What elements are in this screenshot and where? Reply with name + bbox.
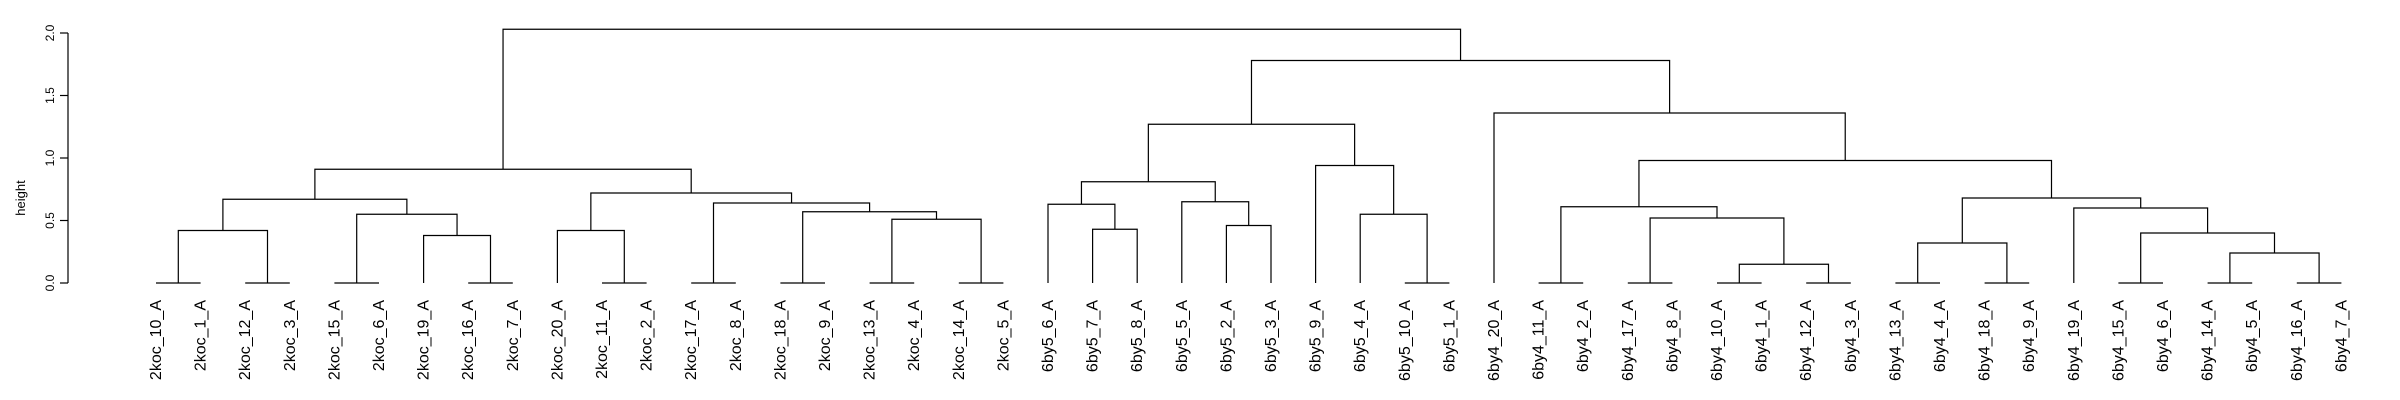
leaf-label: 2koc_15_A bbox=[326, 300, 343, 380]
leaf-label: 2koc_7_A bbox=[505, 300, 522, 371]
leaf-label: 6by4_11_A bbox=[1531, 300, 1548, 380]
leaf-label: 2koc_1_A bbox=[193, 300, 210, 371]
leaf-label: 6by5_1_A bbox=[1441, 300, 1458, 372]
leaf-label: 2koc_8_A bbox=[728, 300, 745, 371]
dendrogram-branch bbox=[1315, 164, 1395, 283]
dendrogram-branch bbox=[1638, 159, 2053, 207]
dendrogram-branch bbox=[802, 211, 938, 283]
leaf-label: 6by4_16_A bbox=[2289, 300, 2306, 381]
leaf-label: 6by4_6_A bbox=[2155, 300, 2172, 372]
leaf-labels: 2koc_10_A 2koc_1_A 2koc_12_A 2koc_3_A 2koc_1… bbox=[148, 300, 2350, 381]
leaf-label: 6by4_1_A bbox=[1754, 300, 1771, 372]
leaf-label: 6by5_4_A bbox=[1352, 300, 1369, 372]
leaf-label: 6by5_8_A bbox=[1129, 300, 1146, 372]
leaf-label: 2koc_2_A bbox=[639, 300, 656, 371]
dendrogram-branch bbox=[222, 198, 408, 231]
leaf-label: 6by4_19_A bbox=[2066, 300, 2083, 381]
leaf-label: 2koc_18_A bbox=[772, 300, 789, 380]
leaf-label: 2koc_10_A bbox=[148, 300, 165, 380]
dendrogram-branch bbox=[1147, 123, 1356, 182]
leaf-label: 6by4_10_A bbox=[1709, 300, 1726, 381]
leaf-label: 2koc_3_A bbox=[282, 300, 299, 371]
dendrogram-branch bbox=[1961, 197, 2142, 243]
dendrogram-branch bbox=[1917, 242, 2008, 283]
dendrogram-branch bbox=[502, 28, 1462, 170]
leaf-label: 6by4_2_A bbox=[1575, 300, 1592, 372]
leaf-label: 2koc_14_A bbox=[951, 300, 968, 380]
leaf-label: 6by5_10_A bbox=[1397, 300, 1414, 381]
leaf-label: 6by4_4_A bbox=[1932, 300, 1949, 372]
leaf-label: 6by5_3_A bbox=[1263, 300, 1280, 372]
leaf-label: 6by5_2_A bbox=[1218, 300, 1235, 372]
leaf-label: 2koc_4_A bbox=[906, 300, 923, 371]
dendrogram-branch bbox=[1080, 181, 1216, 205]
leaf-label: 6by4_9_A bbox=[2021, 300, 2038, 372]
y-tick-label: 2.0 bbox=[43, 24, 57, 41]
leaf-label: 6by4_17_A bbox=[1620, 300, 1637, 381]
y-tick-label: 0.0 bbox=[43, 274, 57, 291]
leaf-label: 6by4_14_A bbox=[2200, 300, 2217, 381]
dendrogram-branch bbox=[590, 192, 793, 231]
leaf-label: 6by5_7_A bbox=[1085, 300, 1102, 372]
y-tick-label: 0.5 bbox=[43, 212, 57, 229]
dendrogram-branch bbox=[1225, 224, 1272, 283]
leaf-label: 6by4_8_A bbox=[1664, 300, 1681, 372]
y-tick-label: 1.0 bbox=[43, 149, 57, 166]
dendrogram-branch bbox=[314, 168, 692, 200]
dendrogram-branch bbox=[177, 229, 269, 283]
leaf-label: 2koc_13_A bbox=[862, 300, 879, 380]
dendrogram-branch bbox=[891, 218, 982, 283]
leaf-label: 2koc_11_A bbox=[594, 300, 611, 379]
dendrogram-branch bbox=[712, 202, 871, 283]
leaf-label: 6by4_12_A bbox=[1798, 300, 1815, 381]
leaf-label: 6by4_3_A bbox=[1843, 300, 1860, 372]
y-axis: 0.0 0.5 1.0 1.5 2.0 bbox=[43, 24, 69, 291]
dendrogram-branches bbox=[156, 28, 2342, 284]
dendrogram-branch bbox=[2140, 232, 2276, 283]
leaf-label: 2koc_5_A bbox=[995, 300, 1012, 371]
dendrogram-branch bbox=[2229, 252, 2320, 283]
dendrogram-branch bbox=[356, 213, 458, 283]
dendrogram-branch bbox=[1359, 213, 1428, 283]
dendrogram-branch bbox=[423, 234, 492, 283]
y-tick-label: 1.5 bbox=[43, 87, 57, 104]
dendrogram-branch bbox=[1181, 201, 1250, 283]
leaf-label: 2koc_20_A bbox=[549, 300, 566, 380]
leaf-label: 6by4_7_A bbox=[2333, 300, 2350, 372]
dendrogram-branch bbox=[1092, 228, 1138, 283]
leaf-label: 6by5_9_A bbox=[1308, 300, 1325, 372]
dendrogram-branch bbox=[1649, 217, 1785, 283]
leaf-label: 6by5_6_A bbox=[1040, 300, 1057, 372]
dendrogram-branch bbox=[1738, 263, 1830, 283]
leaf-label: 6by5_5_A bbox=[1174, 300, 1191, 372]
leaf-label: 2koc_19_A bbox=[416, 300, 433, 380]
dendrogram-branch bbox=[1047, 203, 1116, 283]
leaf-label: 2koc_16_A bbox=[460, 300, 477, 380]
leaf-label: 2koc_12_A bbox=[237, 300, 254, 380]
leaf-label: 2koc_6_A bbox=[371, 300, 388, 371]
leaf-label: 6by4_20_A bbox=[1486, 300, 1503, 381]
y-axis-label: height bbox=[13, 180, 28, 216]
dendrogram-branch bbox=[1493, 112, 1846, 283]
leaf-label: 6by4_15_A bbox=[2110, 300, 2127, 381]
leaf-label: 6by4_18_A bbox=[1977, 300, 1994, 381]
dendrogram-branch bbox=[556, 229, 625, 283]
dendrogram-branch bbox=[1250, 59, 1671, 125]
leaf-label: 6by4_5_A bbox=[2244, 300, 2261, 372]
leaf-label: 2koc_17_A bbox=[683, 300, 700, 380]
leaf-label: 2koc_9_A bbox=[817, 300, 834, 371]
leaf-label: 6by4_13_A bbox=[1887, 300, 1904, 381]
